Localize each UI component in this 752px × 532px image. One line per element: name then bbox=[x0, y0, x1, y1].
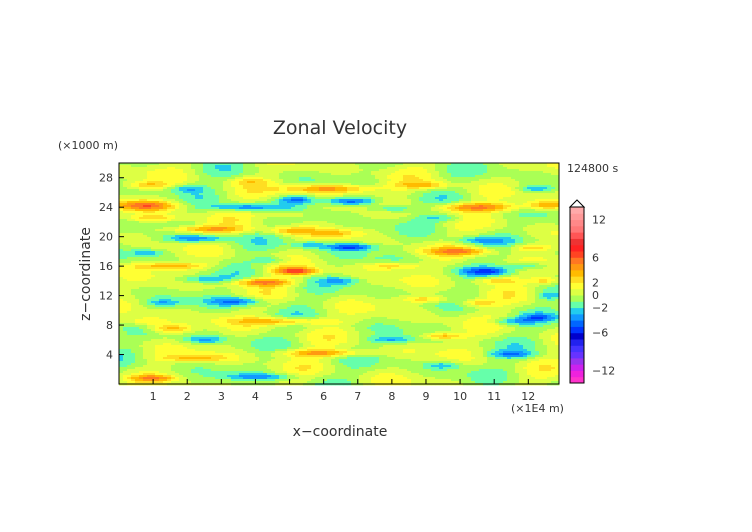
colorbar-swatch bbox=[570, 282, 584, 290]
y-tick-label: 16 bbox=[99, 260, 113, 273]
colorbar-swatch bbox=[570, 313, 584, 321]
colorbar-tick-label: 0 bbox=[592, 289, 599, 302]
plot-frame bbox=[118, 162, 560, 385]
y-tick-label: 4 bbox=[106, 349, 113, 362]
colorbar-swatch bbox=[570, 357, 584, 365]
colorbar-extension-arrow bbox=[568, 199, 586, 208]
time-label: 124800 s bbox=[567, 162, 618, 175]
colorbar-swatch bbox=[570, 301, 584, 309]
x-tick-label: 12 bbox=[521, 390, 535, 403]
x-tick-label: 9 bbox=[422, 390, 429, 403]
x-axis-ticks: 1 2 3 4 5 6 7 8 9 10 11 12 bbox=[150, 379, 535, 403]
colorbar-tick-label: 6 bbox=[592, 251, 599, 264]
heatmap-field bbox=[119, 163, 560, 386]
colorbar-swatch bbox=[570, 238, 584, 246]
colorbar-swatch bbox=[570, 370, 584, 378]
colorbar-swatch bbox=[570, 376, 584, 384]
y-tick-label: 24 bbox=[99, 201, 113, 214]
x-axis-label: x−coordinate bbox=[293, 424, 388, 440]
colorbar-swatch bbox=[570, 225, 584, 233]
x-tick-label: 3 bbox=[218, 390, 225, 403]
colorbar-swatch bbox=[570, 345, 584, 353]
colorbar-tick-label: −6 bbox=[592, 327, 608, 340]
x-tick-label: 11 bbox=[487, 390, 501, 403]
chart-title: Zonal Velocity bbox=[273, 117, 407, 139]
x-tick-label: 7 bbox=[354, 390, 361, 403]
colorbar-swatch bbox=[570, 326, 584, 334]
x-tick-label: 1 bbox=[150, 390, 157, 403]
colorbar-tick-label: 2 bbox=[592, 276, 599, 289]
x-tick-label: 8 bbox=[388, 390, 395, 403]
colorbar-swatch bbox=[570, 263, 584, 271]
colorbar-swatch bbox=[570, 257, 584, 265]
y-axis-label: z−coordinate bbox=[78, 227, 94, 321]
colorbar-swatch bbox=[570, 244, 584, 252]
y-unit-label: (×1000 m) bbox=[58, 139, 118, 152]
colorbar-swatch bbox=[570, 339, 584, 346]
y-tick-label: 20 bbox=[99, 231, 113, 244]
colorbar-tick-label: −2 bbox=[592, 302, 608, 315]
colorbar-swatch bbox=[570, 307, 584, 315]
colorbar-tick-label: −12 bbox=[592, 364, 615, 377]
colorbar-swatch bbox=[570, 269, 584, 277]
x-tick-label: 6 bbox=[320, 390, 327, 403]
colorbar-swatch bbox=[570, 288, 584, 296]
x-unit-label: (×1E4 m) bbox=[511, 402, 564, 415]
x-tick-label: 5 bbox=[286, 390, 293, 403]
x-tick-label: 4 bbox=[252, 390, 259, 403]
y-tick-label: 28 bbox=[99, 172, 113, 185]
y-axis-ticks: 4 8 12 16 20 24 28 bbox=[99, 172, 124, 362]
colorbar: 12 6 20−2 −6 −12 bbox=[568, 199, 615, 384]
colorbar-swatch bbox=[570, 219, 584, 227]
colorbar-swatch bbox=[570, 276, 584, 283]
colorbar-swatch bbox=[570, 364, 584, 371]
colorbar-swatch bbox=[570, 232, 584, 239]
colorbar-swatch bbox=[570, 320, 584, 327]
colorbar-swatch bbox=[570, 213, 584, 221]
x-tick-label: 2 bbox=[184, 390, 191, 403]
colorbar-tick-label: 12 bbox=[592, 214, 606, 227]
colorbar-swatch bbox=[570, 251, 584, 258]
colorbar-swatch bbox=[570, 207, 584, 214]
colorbar-swatch bbox=[570, 295, 584, 302]
colorbar-swatch bbox=[570, 332, 584, 340]
colorbar-swatch bbox=[570, 351, 584, 359]
x-tick-label: 10 bbox=[453, 390, 467, 403]
y-tick-label: 12 bbox=[99, 290, 113, 303]
y-tick-label: 8 bbox=[106, 319, 113, 332]
